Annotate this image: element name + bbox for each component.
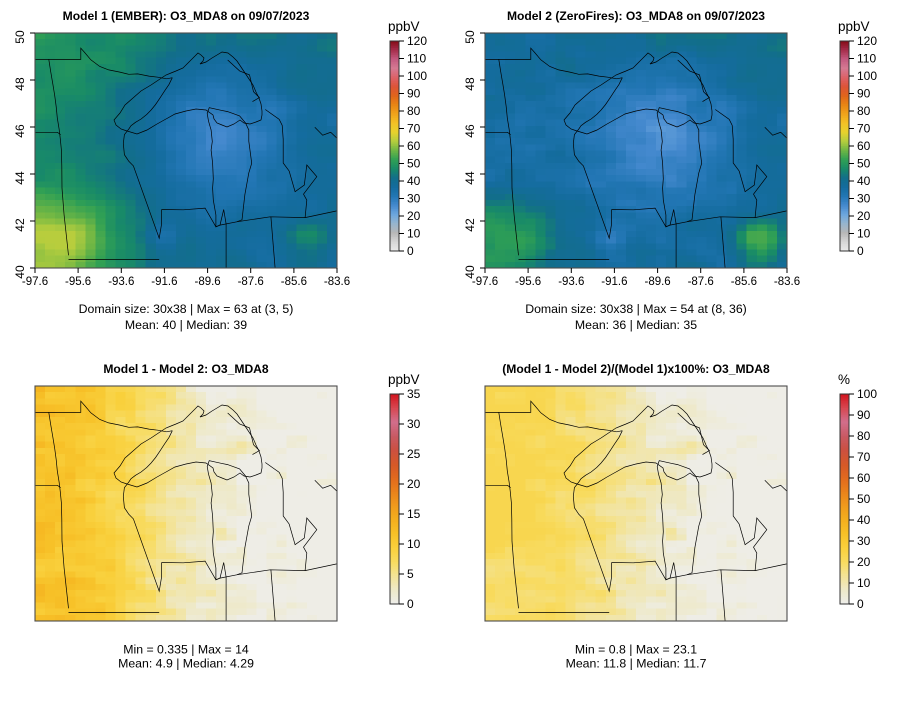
svg-text:Mean: 40 | Median: 39: Mean: 40 | Median: 39 bbox=[125, 318, 247, 332]
svg-text:110: 110 bbox=[407, 52, 426, 66]
svg-text:-87.6: -87.6 bbox=[688, 276, 714, 288]
svg-text:50: 50 bbox=[857, 157, 871, 171]
svg-text:-93.6: -93.6 bbox=[558, 276, 584, 288]
svg-text:90: 90 bbox=[407, 87, 421, 101]
svg-text:20: 20 bbox=[407, 477, 421, 491]
svg-text:60: 60 bbox=[857, 139, 871, 153]
svg-text:0: 0 bbox=[407, 244, 414, 258]
svg-text:0: 0 bbox=[857, 244, 864, 258]
svg-text:80: 80 bbox=[407, 104, 421, 118]
svg-text:10: 10 bbox=[407, 537, 421, 551]
svg-text:-91.6: -91.6 bbox=[151, 276, 177, 288]
svg-text:-85.6: -85.6 bbox=[731, 276, 757, 288]
svg-text:30: 30 bbox=[857, 192, 871, 206]
svg-text:Domain size: 30x38 | Max = 54: Domain size: 30x38 | Max = 54 at (8, 36) bbox=[525, 302, 747, 316]
svg-text:-87.6: -87.6 bbox=[238, 276, 264, 288]
svg-text:15: 15 bbox=[407, 507, 421, 521]
svg-text:ppbV: ppbV bbox=[838, 19, 870, 34]
svg-text:35: 35 bbox=[407, 387, 421, 401]
svg-text:-83.6: -83.6 bbox=[324, 276, 350, 288]
svg-text:Domain size: 30x38 | Max = 63: Domain size: 30x38 | Max = 63 at (3, 5) bbox=[79, 302, 294, 316]
svg-text:50: 50 bbox=[13, 30, 27, 44]
svg-text:30: 30 bbox=[407, 192, 421, 206]
svg-text:0: 0 bbox=[407, 597, 414, 611]
svg-text:-97.6: -97.6 bbox=[22, 276, 48, 288]
svg-text:46: 46 bbox=[463, 124, 477, 138]
svg-text:120: 120 bbox=[857, 34, 877, 48]
svg-text:(Model 1 - Model 2)/(Model 1)x: (Model 1 - Model 2)/(Model 1)x100%: O3_M… bbox=[502, 362, 770, 376]
svg-text:90: 90 bbox=[857, 87, 871, 101]
svg-text:-95.6: -95.6 bbox=[65, 276, 91, 288]
svg-text:50: 50 bbox=[407, 157, 421, 171]
svg-text:-91.6: -91.6 bbox=[601, 276, 627, 288]
svg-text:-85.6: -85.6 bbox=[281, 276, 307, 288]
svg-text:44: 44 bbox=[463, 171, 477, 185]
svg-text:40: 40 bbox=[857, 174, 871, 188]
svg-text:-93.6: -93.6 bbox=[108, 276, 134, 288]
svg-text:5: 5 bbox=[407, 567, 414, 581]
svg-text:Mean: 36 | Median: 35: Mean: 36 | Median: 35 bbox=[575, 318, 697, 332]
svg-text:60: 60 bbox=[407, 139, 421, 153]
svg-text:20: 20 bbox=[407, 209, 421, 223]
svg-text:Model 1 - Model 2: O3_MDA8: Model 1 - Model 2: O3_MDA8 bbox=[103, 362, 269, 376]
svg-text:30: 30 bbox=[407, 417, 421, 431]
svg-text:110: 110 bbox=[857, 52, 876, 66]
svg-text:-97.6: -97.6 bbox=[472, 276, 498, 288]
svg-text:120: 120 bbox=[407, 34, 427, 48]
svg-text:42: 42 bbox=[13, 218, 27, 232]
svg-text:ppbV: ppbV bbox=[388, 372, 420, 387]
svg-text:70: 70 bbox=[407, 122, 421, 136]
svg-text:48: 48 bbox=[13, 77, 27, 91]
svg-text:-95.6: -95.6 bbox=[515, 276, 541, 288]
svg-text:80: 80 bbox=[857, 104, 871, 118]
svg-text:20: 20 bbox=[857, 209, 871, 223]
svg-text:42: 42 bbox=[463, 218, 477, 232]
svg-text:Mean: 4.9 | Median: 4.29: Mean: 4.9 | Median: 4.29 bbox=[118, 657, 254, 671]
svg-text:ppbV: ppbV bbox=[388, 19, 420, 34]
svg-text:44: 44 bbox=[13, 171, 27, 185]
svg-text:Min = 0.335 | Max = 14: Min = 0.335 | Max = 14 bbox=[123, 643, 249, 657]
svg-text:Model 1 (EMBER): O3_MDA8 on 09: Model 1 (EMBER): O3_MDA8 on 09/07/2023 bbox=[63, 9, 310, 23]
svg-text:-89.6: -89.6 bbox=[194, 276, 220, 288]
svg-text:10: 10 bbox=[407, 227, 421, 241]
svg-text:100: 100 bbox=[407, 69, 427, 83]
svg-text:40: 40 bbox=[407, 174, 421, 188]
svg-text:-89.6: -89.6 bbox=[644, 276, 670, 288]
svg-text:25: 25 bbox=[407, 447, 421, 461]
svg-text:70: 70 bbox=[857, 122, 871, 136]
svg-text:Model 2 (ZeroFires): O3_MDA8 o: Model 2 (ZeroFires): O3_MDA8 on 09/07/20… bbox=[507, 9, 765, 23]
svg-text:-83.6: -83.6 bbox=[774, 276, 800, 288]
svg-text:50: 50 bbox=[463, 30, 477, 44]
svg-text:10: 10 bbox=[857, 227, 871, 241]
svg-text:48: 48 bbox=[463, 77, 477, 91]
svg-text:100: 100 bbox=[857, 69, 877, 83]
svg-text:46: 46 bbox=[13, 124, 27, 138]
